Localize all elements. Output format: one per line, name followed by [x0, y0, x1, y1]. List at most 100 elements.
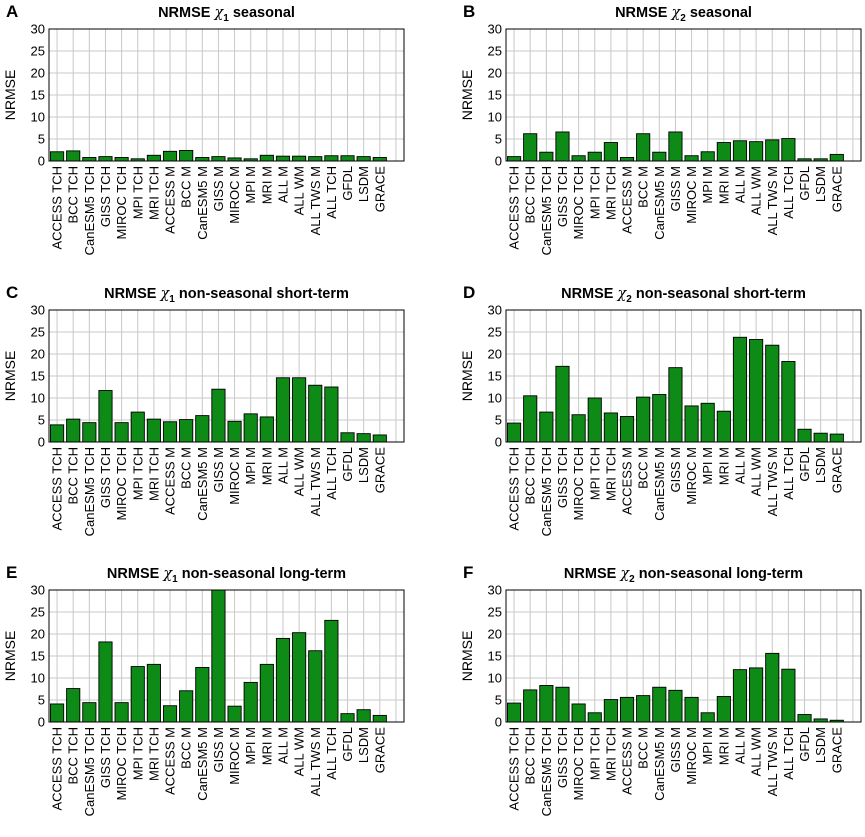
panel-d-bar-gfdl — [797, 428, 812, 443]
panel-d-bar-all-m — [732, 336, 748, 443]
panel-a-ytick-label: 20 — [31, 66, 45, 81]
panel-e-xtick-label: BCC M — [179, 727, 194, 769]
panel-e-bar-all-m — [275, 637, 291, 723]
panel-a-xtick-label: MPI TCH — [130, 166, 145, 219]
panel-a-ytick-label: 15 — [31, 88, 45, 103]
panel-c-title-subscript: 1 — [169, 294, 175, 305]
panel-f-bar-gfdl — [797, 714, 812, 723]
panel-a-ytick-label: 25 — [31, 44, 45, 59]
panel-b-xtick-label: CanESM5 TCH — [539, 166, 554, 255]
panel-d-xtick-label: ALL TCH — [781, 447, 796, 500]
panel-b-xtick-label: MPI M — [700, 166, 715, 204]
panel-f-title-subscript: 2 — [629, 574, 635, 585]
panel-e-bar-mri-tch — [146, 663, 161, 723]
panel-a-bar-mri-m — [259, 154, 274, 162]
panel-f-title-suffix: non-seasonal long-term — [635, 566, 803, 582]
panel-c-title: NRMSE χ1 non-seasonal short-term — [104, 286, 349, 305]
panel-f-letter: F — [463, 563, 473, 582]
panel-e-title: NRMSE χ1 non-seasonal long-term — [107, 566, 346, 585]
panel-c-xtick-label: GISS M — [211, 447, 226, 493]
panel-f-bar-mri-m — [716, 696, 731, 723]
panel-a-xtick-label: MIROC TCH — [114, 166, 129, 239]
panel-f-bar-access-m — [619, 696, 635, 723]
panel-f-xtick-label: ACCESS M — [620, 727, 635, 795]
panel-f-xtick-label: MPI TCH — [587, 727, 602, 780]
panel-a-bar-lsdm — [356, 156, 371, 162]
panel-a-xtick-label: GISS M — [211, 166, 226, 212]
panel-e-bar-miroc-m — [227, 705, 242, 723]
panel-b-ytick-label: 25 — [488, 44, 502, 59]
panel-e-xtick-label: BCC TCH — [66, 727, 81, 785]
panel-a-bar-all-wm — [292, 155, 307, 162]
panel-f-ytick-label: 30 — [488, 583, 502, 598]
panel-a-bar-bcc-m — [179, 149, 194, 162]
panel-c-ytick-label: 10 — [31, 391, 45, 406]
panel-f-bar-all-m — [732, 669, 748, 723]
panel-c-bar-access-tch — [50, 424, 65, 443]
panel-a-xtick-label: MPI M — [243, 166, 258, 204]
panel-c-xtick-label: MRI TCH — [146, 447, 161, 501]
panel-c-ytick-label: 5 — [38, 413, 45, 428]
panel-b-xtick-label: ACCESS M — [620, 166, 635, 234]
panel-f-title-prefix: NRMSE — [564, 566, 620, 582]
panel-c: 0 5 10 15 20 25 30 ACCESS TCH BCC TCH CanESM5 TCH… — [2, 283, 405, 536]
panel-a-bar-canesm5-m — [195, 157, 210, 162]
panel-c-xtick-label: MRI M — [259, 447, 274, 485]
panel-b-bar-bcc-m — [636, 133, 651, 162]
panel-c-bar-canesm5-tch — [82, 422, 97, 443]
panel-a-xtick-label: GFDL — [340, 166, 355, 201]
panel-b-title-symbol: χ — [670, 5, 681, 21]
panel-d-bar-mpi-tch — [587, 397, 602, 443]
panel-d-xtick-label: BCC TCH — [523, 447, 538, 505]
panel-d-bar-grace — [829, 433, 844, 443]
panel-e-xtick-label: ACCESS TCH — [50, 727, 65, 811]
panel-c-letter: C — [6, 283, 18, 302]
panel-b-bar-canesm5-tch — [539, 151, 554, 162]
panel-e-xtick-label: GISS TCH — [98, 727, 113, 788]
panel-b-ytick-label: 5 — [495, 132, 502, 147]
panel-d-xtick-label: MIROC TCH — [571, 447, 586, 520]
panel-e-bar-gfdl — [340, 713, 355, 723]
panel-e-xtick-label: GFDL — [340, 727, 355, 762]
panel-e-bar-all-wm — [292, 632, 307, 723]
panel-a-xtick-label: ACCESS M — [163, 166, 178, 234]
panel-b-ytick-label: 0 — [495, 154, 502, 169]
panel-b-bar-giss-tch — [555, 131, 570, 162]
panel-e-xtick-label: ALL TCH — [324, 727, 339, 780]
panel-a-bar-canesm5-tch — [82, 157, 97, 162]
panel-f-xtick-label: ACCESS TCH — [507, 727, 522, 811]
panel-a-bar-mri-tch — [146, 154, 161, 162]
panel-e-xtick-label: ALL M — [275, 727, 290, 764]
panel-d: 0 5 10 15 20 25 30 ACCESS TCH BCC TCH CanESM5 TCH… — [459, 283, 862, 536]
panel-a-xtick-label: MRI TCH — [146, 166, 161, 220]
panel-e-ytick-label: 15 — [31, 649, 45, 664]
panel-a-xtick-label: CanESM5 M — [195, 166, 210, 240]
panel-f-bar-miroc-m — [684, 696, 699, 723]
panel-f-xtick-label: GISS TCH — [555, 727, 570, 788]
panel-b-bar-canesm5-m — [652, 151, 667, 162]
panel-c-xtick-label: MIROC TCH — [114, 447, 129, 520]
panel-b-xtick-label: GISS M — [668, 166, 683, 212]
panel-b: 0 5 10 15 20 25 30 ACCESS TCH BCC TCH CanESM5 TCH… — [459, 2, 862, 255]
panel-b-bar-access-tch — [507, 156, 522, 162]
panel-d-bar-giss-tch — [555, 365, 570, 443]
panel-d-title: NRMSE χ2 non-seasonal short-term — [561, 286, 806, 305]
panel-d-xtick-label: MRI M — [716, 447, 731, 485]
panel-c-ytick-label: 0 — [38, 435, 45, 450]
panel-e-bar-canesm5-m — [195, 666, 210, 723]
panel-f-xtick-label: GFDL — [797, 727, 812, 762]
panel-f-xtick-label: BCC M — [636, 727, 651, 769]
panel-b-bar-miroc-tch — [571, 155, 586, 162]
panel-c-bar-canesm5-m — [195, 415, 210, 443]
panel-a-ytick-label: 5 — [38, 132, 45, 147]
panel-f-ylabel: NRMSE — [459, 631, 475, 682]
panel-a-bar-grace — [372, 157, 387, 162]
panel-f-bar-giss-m — [668, 689, 683, 723]
panel-a-letter: A — [6, 2, 18, 21]
panel-c-bar-grace — [372, 434, 387, 443]
panel-d-xtick-label: CanESM5 M — [652, 447, 667, 521]
panel-e-ytick-label: 30 — [31, 583, 45, 598]
panel-d-xtick-label: LSDM — [813, 447, 828, 483]
panel-e-xtick-label: CanESM5 M — [195, 727, 210, 801]
panel-c-xtick-label: ALL TCH — [324, 447, 339, 500]
